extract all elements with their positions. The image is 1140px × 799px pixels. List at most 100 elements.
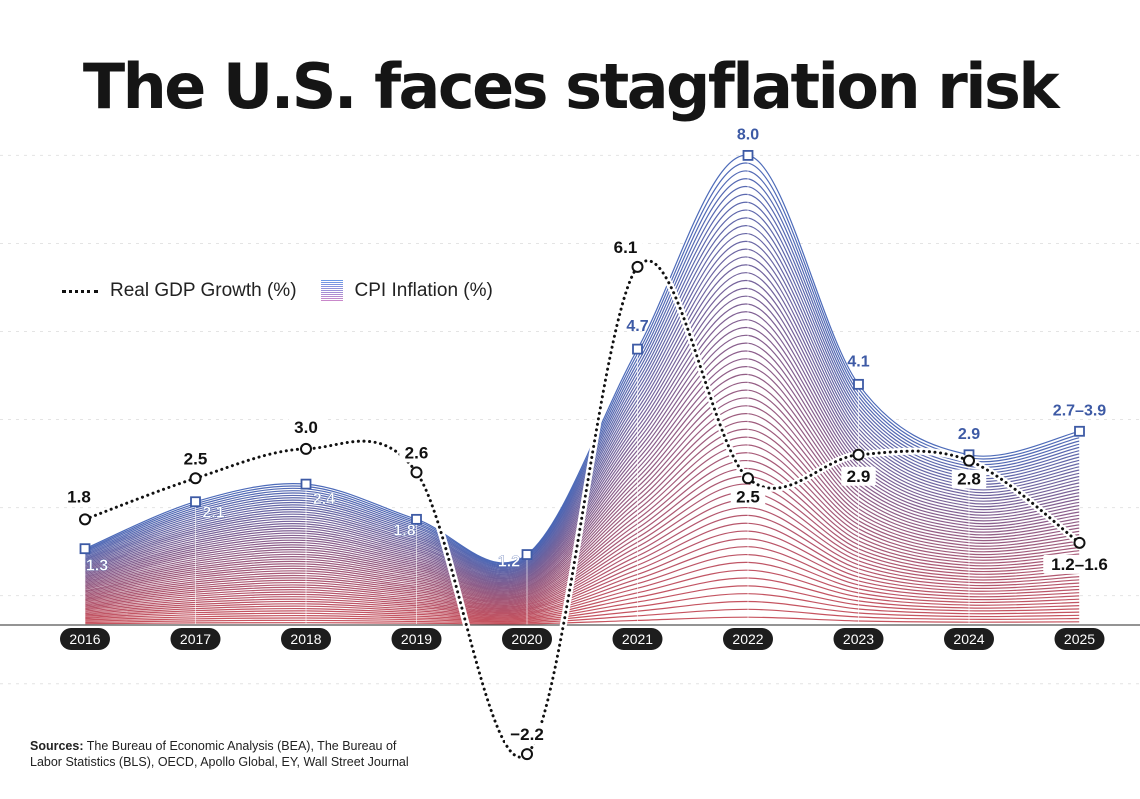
- gdp-data-label: 6.1: [614, 238, 638, 257]
- gdp-label-bg: [505, 725, 549, 745]
- cpi-contour-line: [84, 585, 1080, 621]
- cpi-point: [300, 478, 312, 490]
- cpi-contour-line: [84, 506, 1080, 611]
- cpi-area-base: [85, 155, 1080, 626]
- gdp-line-layer: 1.8 2.5 3.0 2.6 −2.2 6.1 2.5 2.9 2.8 1.2–1.6: [61, 237, 1116, 761]
- x-tick-label: 2025: [1064, 631, 1095, 647]
- x-tick-pill: [60, 628, 110, 650]
- cpi-contour-line: [84, 546, 1080, 616]
- x-tick-label: 2020: [511, 631, 542, 647]
- cpi-contour-line: [84, 420, 1080, 599]
- cpi-point: [190, 496, 201, 508]
- cpi-contour-line: [84, 170, 1080, 566]
- cpi-contour-line: [84, 522, 1080, 613]
- cpi-contour-line: [84, 436, 1080, 601]
- cpi-contour-line: [84, 577, 1080, 620]
- cpi-contour-line: [84, 311, 1080, 585]
- cpi-point: [742, 149, 754, 161]
- legend: Real GDP Growth (%) CPI Inflation (%): [62, 280, 493, 302]
- cpi-contour-line: [84, 303, 1080, 584]
- cpi-data-label: 8.0: [737, 126, 759, 143]
- cpi-data-label: 1.3: [86, 558, 108, 575]
- cpi-data-label: 4.1: [847, 353, 869, 370]
- cpi-data-label: 1.2: [498, 554, 520, 571]
- x-tick-label: 2021: [622, 631, 653, 647]
- cpi-contour-line: [84, 553, 1080, 617]
- legend-cpi-label: CPI Inflation (%): [354, 280, 493, 301]
- cpi-contour-line: [84, 381, 1080, 594]
- cpi-contour-line: [84, 373, 1080, 593]
- gdp-label-bg: [288, 417, 324, 437]
- cpi-contour-line: [84, 279, 1080, 580]
- sources-text: The Bureau of Economic Analysis (BEA), T…: [30, 739, 409, 769]
- gdp-data-label: 2.9: [847, 467, 871, 486]
- cpi-point: [79, 543, 91, 555]
- gdp-point: [410, 466, 423, 479]
- cpi-contour-line: [84, 444, 1080, 602]
- cpi-data-label: 2.7–3.9: [1053, 402, 1106, 419]
- x-tick-pill: [612, 628, 663, 650]
- cpi-contour-line: [84, 358, 1080, 591]
- gdp-data-label: 1.2–1.6: [1051, 555, 1108, 574]
- cpi-data-label: 4.7: [626, 318, 648, 335]
- cpi-contour-line: [84, 248, 1080, 576]
- cpi-contour-line: [84, 233, 1080, 574]
- cpi-contour-line: [84, 295, 1080, 583]
- cpi-contour-line: [84, 342, 1080, 589]
- gdp-data-label: 2.6: [405, 443, 429, 462]
- x-tick-label: 2023: [843, 631, 874, 647]
- cpi-contour-line: [84, 240, 1080, 575]
- cpi-contour-line: [84, 530, 1080, 614]
- cpi-contour-line: [84, 178, 1080, 567]
- cpi-data-label: 2.1: [202, 505, 224, 522]
- cpi-contour-line: [84, 326, 1080, 587]
- gdp-point: [963, 454, 975, 467]
- cpi-contour-line: [84, 467, 1080, 605]
- gdp-data-label: 1.8: [67, 487, 91, 506]
- cpi-contour-line: [84, 569, 1080, 619]
- cpi-contour-line: [84, 405, 1080, 597]
- cpi-contour-line: [84, 514, 1080, 612]
- gdp-data-label: 2.5: [736, 487, 760, 506]
- cpi-point: [632, 343, 643, 355]
- gdp-label-bg: [730, 487, 766, 507]
- cpi-contour-line: [84, 186, 1080, 568]
- gdp-point: [852, 448, 865, 461]
- x-tick-pill: [944, 628, 994, 650]
- x-tick-label: 2018: [290, 631, 321, 647]
- sources-note: Sources: The Bureau of Economic Analysis…: [30, 738, 430, 770]
- x-tick-label: 2022: [732, 631, 763, 647]
- sources-label: Sources:: [30, 739, 84, 753]
- cpi-contour-line: [84, 483, 1080, 607]
- cpi-contour-line: [84, 334, 1080, 588]
- cpi-label-layer: 1.3 2.1 2.4 1.8 1.2 4.7 8.0 4.1 2.9 2.7–3.9: [79, 126, 1106, 575]
- gdp-label-bg: [608, 237, 643, 257]
- gdp-point: [189, 472, 202, 485]
- x-tick-pill: [281, 628, 331, 650]
- cpi-contour-line: [84, 561, 1080, 618]
- x-tick-label: 2017: [180, 631, 211, 647]
- cpi-data-label: 1.8: [393, 522, 415, 539]
- cpi-point: [853, 378, 864, 390]
- cpi-contour-line: [84, 162, 1080, 565]
- cpi-contour-line: [84, 616, 1080, 625]
- x-tick-pill: [502, 628, 552, 650]
- x-axis: 2016 2017 2018 2019 2020 2021 2022 2023 2024 2025: [60, 628, 1105, 650]
- cpi-data-label: 2.4: [313, 491, 335, 508]
- cpi-contour-line: [84, 272, 1080, 579]
- gdp-label-bg: [841, 466, 876, 486]
- gdp-point: [521, 748, 533, 761]
- cpi-contour-line: [84, 193, 1080, 569]
- cpi-contour-line: [84, 256, 1080, 577]
- gdp-data-label: 2.8: [957, 470, 981, 489]
- cpi-contour-line: [84, 538, 1080, 615]
- x-tick-pill: [391, 628, 442, 650]
- cpi-contour-line: [84, 201, 1080, 570]
- cpi-contour-line: [84, 209, 1080, 571]
- legend-cpi-swatch-icon: [320, 280, 343, 302]
- cpi-contour-line: [84, 154, 1080, 564]
- x-tick-label: 2019: [401, 631, 432, 647]
- cpi-contour-line: [84, 428, 1080, 600]
- cpi-contour-line: [84, 389, 1080, 595]
- x-tick-pill: [723, 628, 773, 650]
